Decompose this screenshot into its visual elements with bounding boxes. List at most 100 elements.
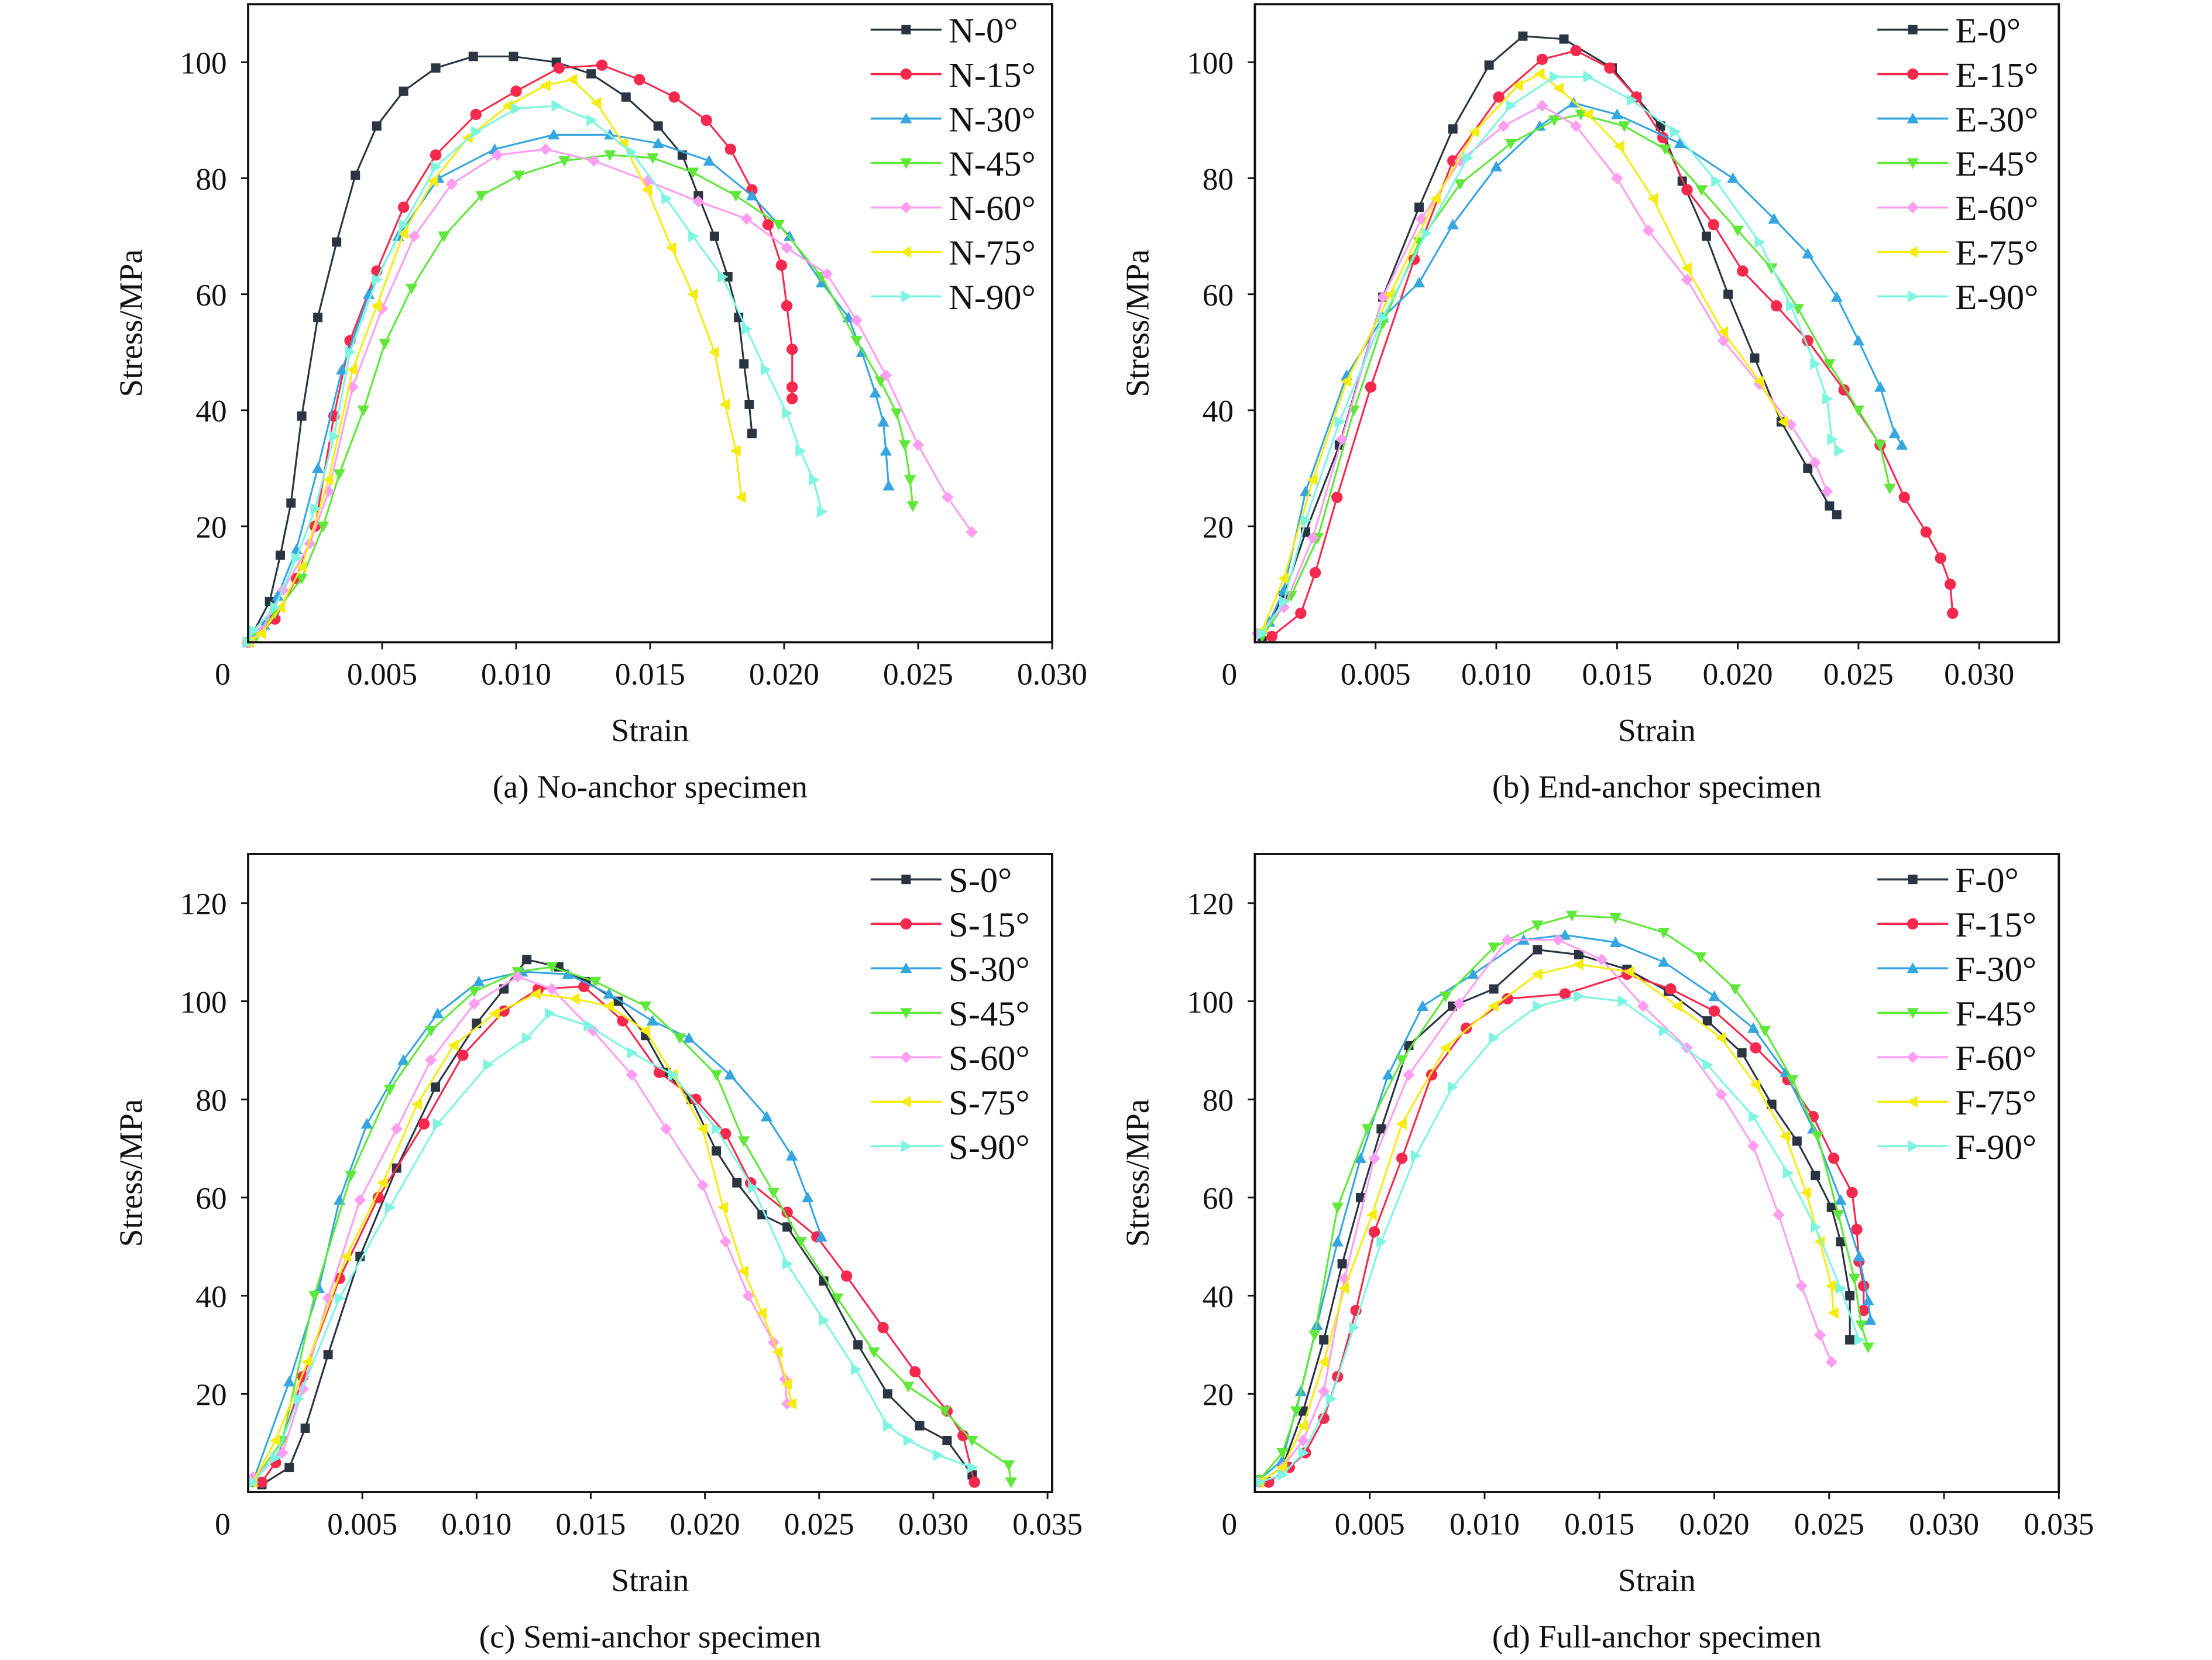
- x-tick-label: 0.015: [1564, 1507, 1634, 1541]
- legend-marker: [1907, 1051, 1919, 1064]
- data-point: [1727, 172, 1739, 183]
- data-point: [540, 143, 552, 156]
- series-F-15°: [1263, 968, 1870, 1488]
- data-point: [1318, 1356, 1329, 1368]
- data-point: [1792, 1136, 1802, 1146]
- data-point: [1835, 1193, 1847, 1205]
- series-line: [1261, 73, 1785, 632]
- data-point: [785, 1397, 797, 1410]
- data-point: [293, 1393, 305, 1405]
- plot-frame: [247, 3, 1053, 644]
- data-point: [1750, 353, 1760, 363]
- data-point: [1416, 1000, 1429, 1011]
- data-point: [1354, 1152, 1367, 1163]
- data-point: [1758, 1026, 1771, 1037]
- data-point: [473, 975, 485, 987]
- legend-marker: [1908, 25, 1918, 35]
- data-point: [1773, 1209, 1785, 1221]
- legend-item: F-90°: [1877, 1128, 2036, 1167]
- legend-marker: [1907, 962, 1919, 973]
- data-point: [1832, 1210, 1845, 1221]
- data-point: [1318, 1412, 1330, 1424]
- data-point: [730, 445, 741, 457]
- x-tick-label: 0.035: [1012, 1507, 1083, 1541]
- legend-label: F-0°: [1955, 861, 2018, 900]
- x-tick-label: 0.005: [1335, 1507, 1405, 1541]
- data-point: [767, 1188, 779, 1199]
- data-point: [590, 97, 602, 109]
- data-point: [248, 1476, 259, 1488]
- data-point: [1454, 179, 1466, 190]
- data-point: [1285, 591, 1297, 602]
- legend-label: N-30°: [949, 100, 1036, 139]
- legend-item: E-60°: [1877, 189, 2038, 228]
- data-point: [730, 191, 742, 202]
- data-point: [551, 100, 562, 112]
- data-point: [850, 335, 863, 347]
- data-point: [1802, 248, 1814, 259]
- data-point: [1277, 572, 1289, 585]
- data-point: [687, 167, 699, 179]
- y-tick-label: 60: [195, 278, 226, 313]
- data-point: [522, 955, 532, 965]
- data-point: [431, 63, 441, 73]
- data-point: [1777, 416, 1789, 428]
- x-axis-label: Strain: [1618, 712, 1696, 749]
- legend-item: E-0°: [1877, 11, 2021, 50]
- data-point: [1559, 929, 1571, 940]
- data-point: [1898, 491, 1910, 503]
- data-point: [1947, 608, 1959, 619]
- data-point: [1611, 172, 1623, 184]
- x-tick-label: 0.035: [2024, 1507, 2094, 1541]
- data-point: [1484, 60, 1494, 70]
- y-tick-label: 120: [180, 887, 227, 921]
- data-point: [1747, 1140, 1760, 1153]
- x-axis-label: Strain: [611, 712, 689, 749]
- data-point: [1827, 433, 1838, 445]
- data-point: [1618, 121, 1630, 132]
- legend-marker: [1907, 1096, 1918, 1108]
- data-point: [626, 146, 638, 159]
- data-point: [296, 561, 307, 573]
- chart-panel-1: 0.005 0.010 0.015 0.020 0.025 0.030 20 40 60 80 10…: [113, 3, 1087, 805]
- legend-item: N-45°: [870, 145, 1036, 184]
- data-point: [720, 1128, 731, 1140]
- legend-label: E-30°: [1955, 100, 2038, 139]
- data-point: [372, 273, 383, 286]
- data-point: [1277, 1469, 1289, 1481]
- series-E-60°: [1251, 100, 1833, 640]
- data-point: [1376, 1124, 1386, 1134]
- data-point: [255, 627, 267, 640]
- x-axis-label: Strain: [1618, 1562, 1696, 1599]
- data-point: [1553, 82, 1564, 95]
- x-tick-label: 0.010: [1461, 657, 1531, 692]
- legend-label: S-75°: [949, 1083, 1030, 1123]
- data-point: [513, 170, 525, 181]
- data-point: [1681, 262, 1692, 275]
- data-point: [621, 92, 631, 102]
- legend-label: E-90°: [1955, 278, 2038, 317]
- data-point: [746, 190, 758, 201]
- legend-item: F-15°: [1877, 906, 2036, 945]
- data-point: [647, 153, 659, 164]
- data-point: [1276, 1461, 1287, 1474]
- data-point: [1396, 1118, 1407, 1130]
- data-point: [696, 1179, 709, 1192]
- legend-item: E-15°: [1877, 56, 2038, 95]
- data-point: [1749, 1078, 1761, 1091]
- series-E-75°: [1256, 68, 1789, 637]
- data-point: [425, 1026, 437, 1037]
- data-point: [438, 231, 450, 242]
- data-point: [1559, 34, 1569, 44]
- data-point: [249, 625, 260, 637]
- data-point: [399, 218, 410, 231]
- data-point: [360, 1118, 373, 1129]
- series-F-45°: [1253, 910, 1874, 1486]
- data-point: [709, 231, 719, 241]
- data-point: [1533, 945, 1543, 955]
- data-point: [586, 114, 597, 126]
- data-point: [1749, 1110, 1760, 1123]
- data-point: [717, 270, 729, 283]
- series-line: [252, 993, 793, 1483]
